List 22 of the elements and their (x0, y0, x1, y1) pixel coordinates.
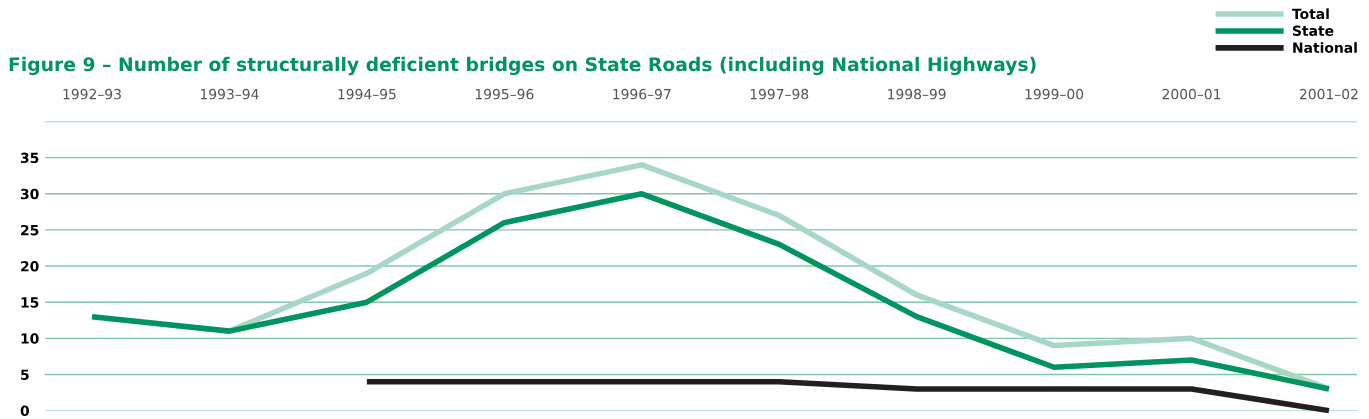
x-tick-label: 1995–96 (475, 88, 534, 100)
y-tick-label: 35 (20, 152, 39, 164)
y-tick-label: 30 (20, 188, 39, 200)
y-tick-label: 10 (21, 333, 39, 344)
x-tick-label: 1994–95 (338, 88, 396, 100)
chart-title: Figure 9 – Number of structurally deficient bridges on State Roads (including National Highways) (9, 56, 1036, 76)
y-tick-label: 20 (21, 261, 39, 272)
x-tick-label: 1998–99 (888, 88, 946, 100)
y-tick-label: 0 (20, 405, 29, 417)
y-tick-label: 5 (21, 369, 29, 380)
x-tick-label: 1996–97 (613, 88, 671, 100)
x-tick-label: 2001–02 (1300, 88, 1358, 100)
x-tick-label: 1992–93 (63, 88, 121, 100)
legend-label: Total (1292, 8, 1329, 20)
x-tick-label: 1993–94 (200, 88, 259, 100)
x-tick-label: 1999–00 (1025, 88, 1084, 100)
y-tick-label: 15 (21, 297, 39, 308)
legend-label: National (1293, 42, 1357, 53)
x-tick-label: 1997–98 (750, 88, 809, 100)
x-tick-label: 2000–01 (1162, 88, 1221, 100)
y-tick-label: 25 (21, 224, 39, 236)
legend-label: State (1292, 25, 1334, 36)
